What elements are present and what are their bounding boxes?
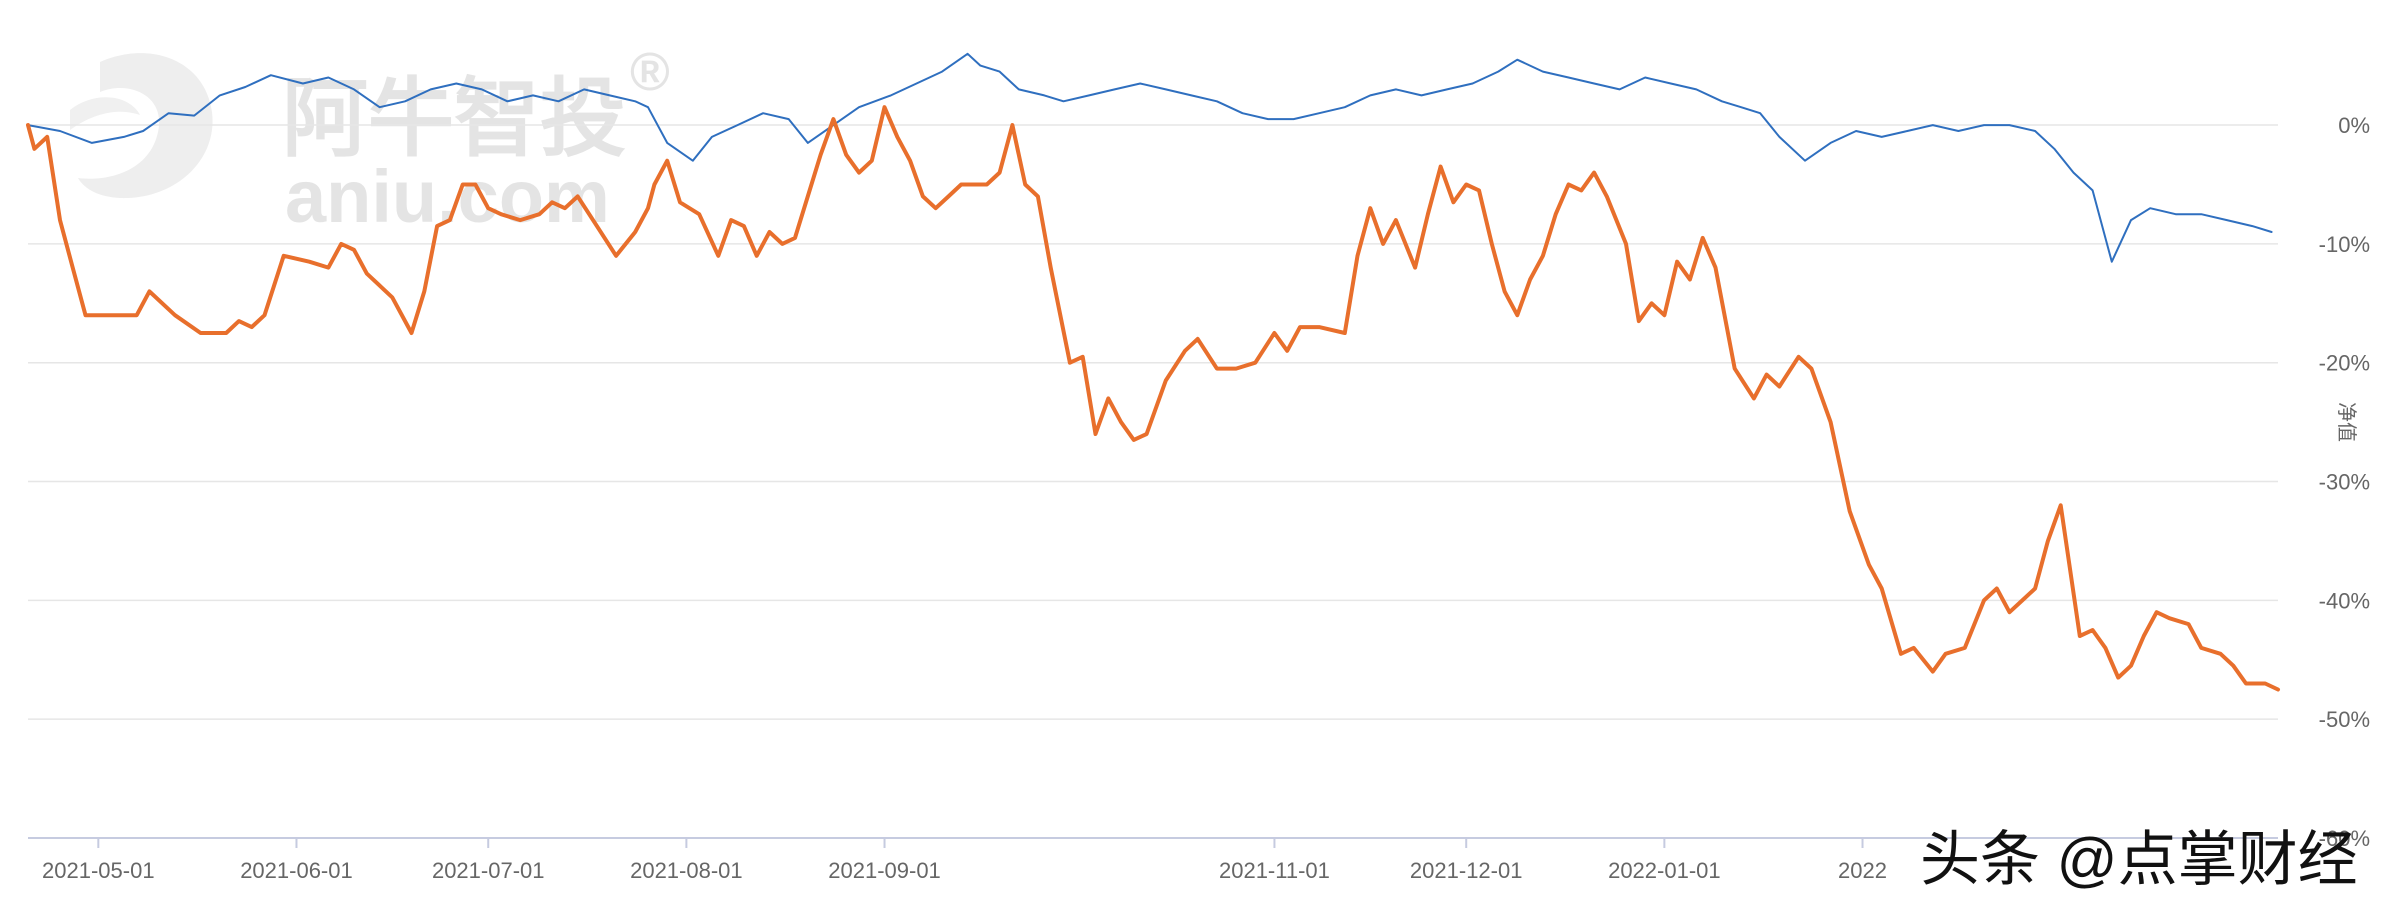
grid: [28, 124, 2278, 839]
x-tick-label: 2021-05-01: [42, 858, 155, 883]
y-tick-label: -40%: [2319, 588, 2370, 613]
x-tick-label: 2021-06-01: [240, 858, 353, 883]
y-tick-label: 0%: [2338, 113, 2370, 138]
y-tick-label: -20%: [2319, 351, 2370, 376]
y-tick-label: -10%: [2319, 232, 2370, 257]
x-tick-label: 2022-01-01: [1608, 858, 1721, 883]
watermark-brand: 阿牛智投: [282, 71, 626, 167]
x-tick-label: 2021-08-01: [630, 858, 743, 883]
y-tick-label: -50%: [2319, 707, 2370, 732]
x-axis: 2021-05-01 2021-06-01 2021-07-01 2021-08-01…: [42, 838, 1887, 883]
x-tick-label: 2021-11-01: [1219, 858, 1330, 883]
y-tick-label: -60%: [2319, 826, 2370, 851]
y-tick-label: -30%: [2319, 470, 2370, 495]
x-tick-label: 2021-12-01: [1410, 858, 1523, 883]
x-tick-label: 2021-09-01: [828, 858, 941, 883]
series-line-1: [27, 52, 2273, 263]
x-tick-label: 2022: [1838, 858, 1887, 883]
series-group: [26, 52, 2280, 692]
x-tick-label: 2021-07-01: [432, 858, 545, 883]
y-axis-label: 净值: [2335, 402, 2358, 442]
credit-watermark: 头条 @点掌财经: [1920, 826, 2358, 893]
watermark: 阿牛智投 aniu.com ®: [70, 42, 670, 238]
aniu-logo-icon: [70, 53, 213, 199]
y-axis: 0% -10% -20% -30% -40% -50% -60%: [2319, 113, 2370, 851]
watermark-registered-mark: ®: [630, 42, 670, 102]
watermark-domain: aniu.com: [285, 155, 610, 238]
series-line-2: [26, 105, 2280, 692]
